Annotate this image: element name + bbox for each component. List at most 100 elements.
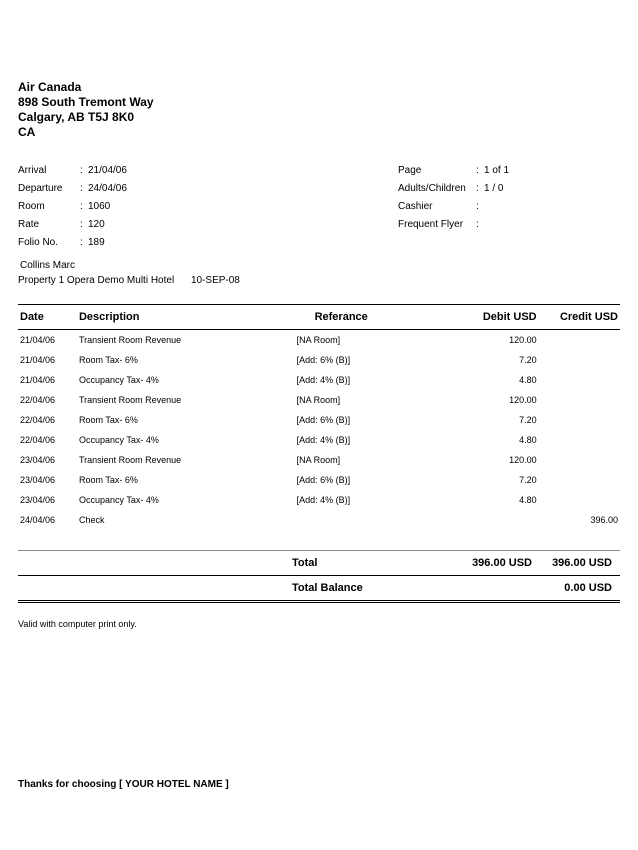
cell: 4.80 — [447, 370, 539, 390]
cell: 4.80 — [447, 490, 539, 510]
colon: : — [80, 198, 88, 216]
cell — [539, 490, 620, 510]
table-row: 21/04/06Occupancy Tax- 4%[Add: 4% (B)]4.… — [18, 370, 620, 390]
cell: 23/04/06 — [18, 470, 77, 490]
cell — [539, 410, 620, 430]
company-name: Air Canada — [18, 80, 620, 95]
cell: Room Tax- 6% — [77, 470, 295, 490]
cell — [539, 330, 620, 351]
transactions-table: Date Description Referance Debit USD Cre… — [18, 304, 620, 530]
info-value: 1 of 1 — [484, 162, 509, 180]
cell — [539, 390, 620, 410]
info-right: Page:1 of 1Adults/Children:1 / 0Cashier:… — [398, 162, 620, 252]
cell: 396.00 — [539, 510, 620, 530]
cell: Room Tax- 6% — [77, 410, 295, 430]
col-reference: Referance — [295, 305, 448, 330]
thanks-line: Thanks for choosing [ YOUR HOTEL NAME ] — [18, 779, 229, 790]
cell: Occupancy Tax- 4% — [77, 430, 295, 450]
cell — [539, 350, 620, 370]
table-header-row: Date Description Referance Debit USD Cre… — [18, 305, 620, 330]
info-row: Adults/Children:1 / 0 — [398, 180, 620, 198]
colon: : — [80, 216, 88, 234]
colon: : — [476, 216, 484, 234]
property-name: Property 1 Opera Demo Multi Hotel — [18, 275, 174, 286]
cell: Check — [77, 510, 295, 530]
cell: [NA Room] — [295, 390, 448, 410]
cell: Transient Room Revenue — [77, 450, 295, 470]
cell: [Add: 4% (B)] — [295, 430, 448, 450]
info-label: Frequent Flyer — [398, 216, 476, 234]
table-row: 23/04/06Room Tax- 6%[Add: 6% (B)]7.20 — [18, 470, 620, 490]
info-row: Folio No.:189 — [18, 234, 398, 252]
col-date: Date — [18, 305, 77, 330]
cell: 21/04/06 — [18, 370, 77, 390]
col-debit: Debit USD — [447, 305, 539, 330]
info-value: 21/04/06 — [88, 162, 127, 180]
balance-value: 0.00 USD — [532, 582, 612, 594]
info-row: Arrival:21/04/06 — [18, 162, 398, 180]
table-row: 23/04/06Occupancy Tax- 4%[Add: 4% (B)]4.… — [18, 490, 620, 510]
total-debit: 396.00 USD — [442, 557, 532, 569]
info-label: Rate — [18, 216, 80, 234]
colon: : — [476, 162, 484, 180]
cell: 23/04/06 — [18, 490, 77, 510]
header-block: Air Canada 898 South Tremont Way Calgary… — [18, 80, 620, 140]
cell: Occupancy Tax- 4% — [77, 370, 295, 390]
cell — [539, 470, 620, 490]
cell: Occupancy Tax- 4% — [77, 490, 295, 510]
cell: 21/04/06 — [18, 350, 77, 370]
table-row: 23/04/06Transient Room Revenue[NA Room]1… — [18, 450, 620, 470]
table-row: 21/04/06Transient Room Revenue[NA Room]1… — [18, 330, 620, 351]
colon: : — [80, 234, 88, 252]
cell: 120.00 — [447, 450, 539, 470]
table-row: 22/04/06Occupancy Tax- 4%[Add: 4% (B)]4.… — [18, 430, 620, 450]
cell: [NA Room] — [295, 330, 448, 351]
table-row: 24/04/06Check 396.00 — [18, 510, 620, 530]
info-row: Page:1 of 1 — [398, 162, 620, 180]
cell: [Add: 4% (B)] — [295, 490, 448, 510]
info-label: Departure — [18, 180, 80, 198]
property-line: Property 1 Opera Demo Multi Hotel 10-SEP… — [18, 275, 620, 286]
cell: 7.20 — [447, 410, 539, 430]
totals-area: Total 396.00 USD 396.00 USD Total Balanc… — [18, 550, 620, 603]
info-row: Departure:24/04/06 — [18, 180, 398, 198]
cell — [447, 510, 539, 530]
info-label: Room — [18, 198, 80, 216]
total-credit: 396.00 USD — [532, 557, 612, 569]
cell: [Add: 6% (B)] — [295, 410, 448, 430]
cell: [Add: 6% (B)] — [295, 350, 448, 370]
colon: : — [80, 162, 88, 180]
cell: [Add: 4% (B)] — [295, 370, 448, 390]
cell: Room Tax- 6% — [77, 350, 295, 370]
info-label: Folio No. — [18, 234, 80, 252]
table-row: 21/04/06Room Tax- 6%[Add: 6% (B)]7.20 — [18, 350, 620, 370]
balance-row: Total Balance 0.00 USD — [18, 576, 620, 603]
cell: 7.20 — [447, 470, 539, 490]
total-label: Total — [292, 557, 442, 569]
cell — [539, 370, 620, 390]
address-line2: Calgary, AB T5J 8K0 — [18, 110, 620, 125]
info-row: Rate:120 — [18, 216, 398, 234]
info-row: Cashier: — [398, 198, 620, 216]
cell: 120.00 — [447, 390, 539, 410]
info-left: Arrival:21/04/06Departure:24/04/06Room:1… — [18, 162, 398, 252]
colon: : — [80, 180, 88, 198]
info-row: Room:1060 — [18, 198, 398, 216]
info-value: 120 — [88, 216, 105, 234]
cell — [539, 450, 620, 470]
table-row: 22/04/06Room Tax- 6%[Add: 6% (B)]7.20 — [18, 410, 620, 430]
cell: 23/04/06 — [18, 450, 77, 470]
country: CA — [18, 125, 620, 140]
balance-label: Total Balance — [292, 582, 442, 594]
cell — [295, 510, 448, 530]
cell: [NA Room] — [295, 450, 448, 470]
info-value: 1 / 0 — [484, 180, 503, 198]
total-row: Total 396.00 USD 396.00 USD — [18, 551, 620, 576]
cell: [Add: 6% (B)] — [295, 470, 448, 490]
cell: Transient Room Revenue — [77, 330, 295, 351]
cell: 120.00 — [447, 330, 539, 351]
cell: 24/04/06 — [18, 510, 77, 530]
info-label: Page — [398, 162, 476, 180]
info-value: 24/04/06 — [88, 180, 127, 198]
colon: : — [476, 198, 484, 216]
